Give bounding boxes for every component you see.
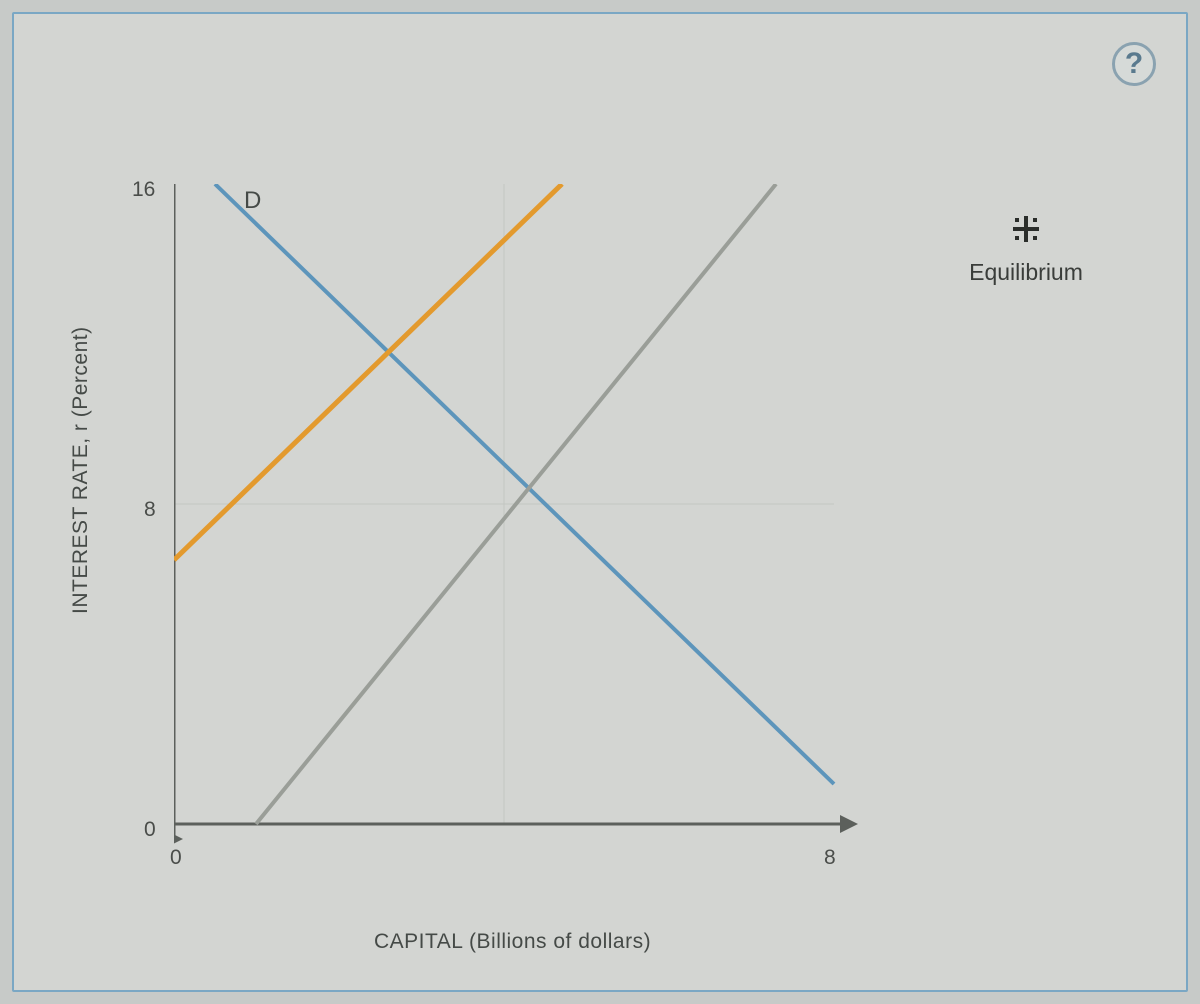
x-axis-label: CAPITAL (Billions of dollars) [374,930,651,954]
y-tick-0: 0 [144,818,156,842]
y-tick-8: 8 [144,498,156,522]
plot-area: D S2 S1 [174,184,894,884]
y-axis-label: INTEREST RATE, r (Percent) [69,326,93,614]
y-tick-16: 16 [132,178,155,202]
grid [174,184,834,824]
label-D: D [244,187,261,214]
line-D[interactable] [215,184,834,784]
help-button[interactable]: ? [1112,42,1156,86]
chart-frame: ? INTEREST RATE, r (Percent) CAPITAL (Bi… [12,12,1188,992]
legend-label: Equilibrium [969,259,1083,285]
equilibrium-marker-icon [1011,214,1041,244]
chart-container: INTEREST RATE, r (Percent) CAPITAL (Bill… [74,184,914,944]
legend-equilibrium[interactable]: Equilibrium [916,214,1136,286]
